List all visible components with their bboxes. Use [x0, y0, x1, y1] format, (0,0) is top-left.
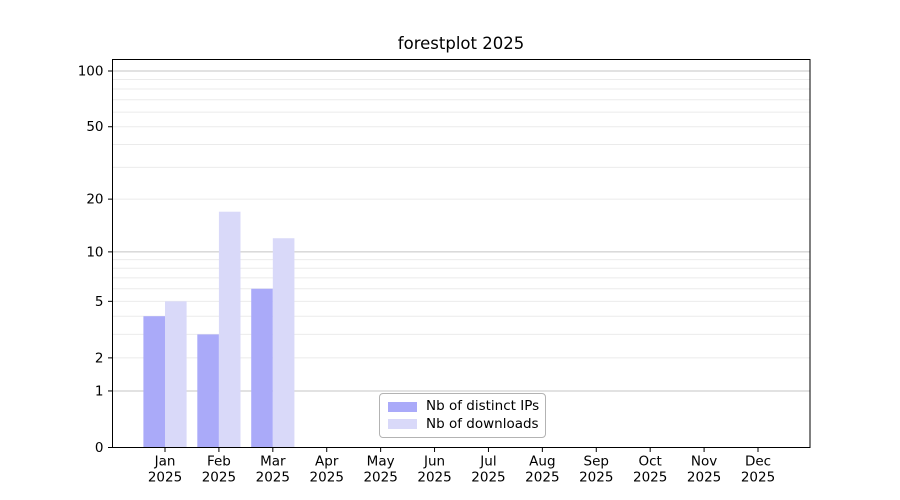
- x-tick-label-year: 2025: [471, 470, 505, 486]
- x-tick-label-month: Nov: [691, 454, 717, 470]
- x-tick-label-year: 2025: [256, 470, 290, 486]
- legend-label-distinct-ips: Nb of distinct IPs: [426, 398, 540, 414]
- legend-item-distinct-ips: Nb of distinct IPs: [388, 398, 540, 414]
- x-tick-label-year: 2025: [579, 470, 613, 486]
- chart-title: forestplot 2025: [397, 34, 525, 53]
- bar-distinct-ips-mar: [251, 288, 273, 448]
- x-tick-label-month: Apr: [315, 454, 339, 470]
- y-tick-label: 20: [86, 192, 103, 208]
- legend-swatch-distinct-ips: [388, 401, 417, 412]
- x-tick-label-month: Mar: [260, 454, 286, 470]
- x-tick-label-month: Oct: [639, 454, 662, 470]
- x-tick-label-year: 2025: [633, 470, 667, 486]
- x-tick-label-year: 2025: [363, 470, 397, 486]
- bar-downloads-mar: [272, 238, 295, 448]
- x-tick-label-month: Jul: [479, 454, 496, 470]
- legend-swatch-downloads: [388, 419, 417, 430]
- x-tick-label-month: Dec: [745, 454, 771, 470]
- y-tick-label: 2: [95, 350, 104, 366]
- x-tick-label-year: 2025: [417, 470, 451, 486]
- x-tick-label-month: May: [367, 454, 395, 470]
- x-tick-label-month: Jan: [154, 454, 176, 470]
- y-tick-label: 50: [86, 119, 103, 135]
- x-tick-label-year: 2025: [687, 470, 721, 486]
- y-tick-label: 5: [95, 294, 104, 310]
- x-tick-label-year: 2025: [148, 470, 182, 486]
- bar-distinct-ips-jan: [143, 316, 165, 448]
- plot-frame: [112, 59, 811, 448]
- bar-downloads-jan: [165, 301, 187, 448]
- x-tick-label-year: 2025: [310, 470, 344, 486]
- y-tick-label: 100: [78, 64, 104, 80]
- x-tick-label-month: Aug: [529, 454, 555, 470]
- legend-label-downloads: Nb of downloads: [426, 415, 539, 432]
- bar-downloads-feb: [218, 211, 241, 448]
- x-tick-label-year: 2025: [741, 470, 775, 486]
- legend: Nb of distinct IPs Nb of downloads: [379, 393, 546, 438]
- legend-item-downloads: Nb of downloads: [388, 415, 539, 432]
- x-tick-label-month: Jun: [423, 454, 445, 470]
- x-tick-label-month: Feb: [207, 454, 231, 470]
- x-tick-label-year: 2025: [525, 470, 559, 486]
- bar-distinct-ips-feb: [197, 334, 219, 448]
- y-tick-label: 1: [95, 383, 104, 399]
- x-tick-label-month: Sep: [584, 454, 609, 470]
- y-tick-label: 0: [95, 440, 104, 456]
- x-tick-label-year: 2025: [202, 470, 236, 486]
- y-tick-label: 10: [86, 244, 103, 260]
